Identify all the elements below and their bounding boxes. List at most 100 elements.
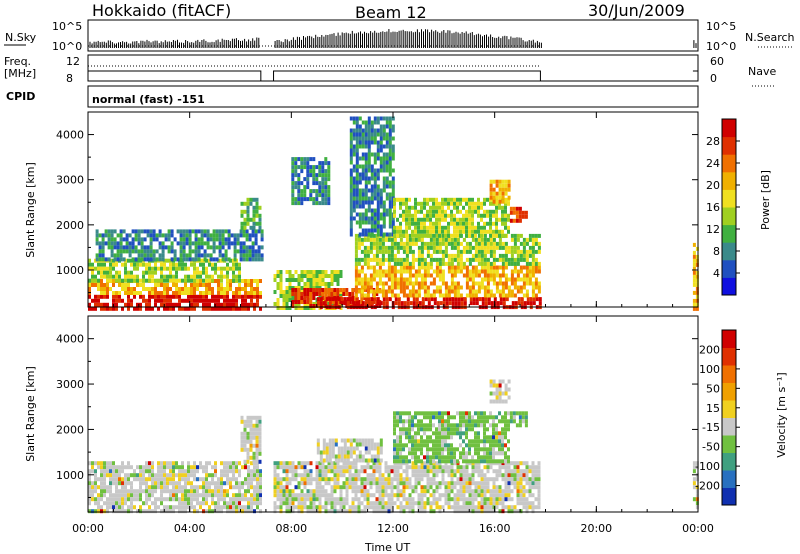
power-cell-r7 <box>517 297 521 302</box>
power-cell-r10 <box>379 168 383 173</box>
power-cell-r9 <box>411 257 415 262</box>
power-cell-r9 <box>354 233 358 238</box>
power-cell-r9 <box>411 249 415 254</box>
power-cell-r9 <box>534 261 538 266</box>
vel-cell-r0 <box>145 461 148 466</box>
power-cell-r11 <box>504 221 507 226</box>
vel-cell-r1 <box>240 435 244 440</box>
power-cell-r8 <box>411 273 415 278</box>
power-cell-r11 <box>453 197 456 202</box>
vel-cell-r0 <box>202 509 205 514</box>
power-cell-r0 <box>100 302 103 307</box>
ytick-label-3000: 3000 <box>56 174 84 187</box>
vel-cell-r2 <box>468 505 472 510</box>
power-cell-r3 <box>143 229 147 234</box>
vel-cell-r0 <box>88 493 91 498</box>
power-cell-r14 <box>324 185 328 190</box>
power-cell-r1 <box>136 291 139 295</box>
power-cell-r8 <box>360 293 364 298</box>
vel-cell-r2 <box>501 501 505 506</box>
vel-cell-r2 <box>525 497 529 502</box>
power-cell-r4 <box>246 213 250 218</box>
power-cell-r4 <box>246 209 250 214</box>
vel-cell-r2 <box>318 477 322 482</box>
power-cell-r7 <box>493 301 497 306</box>
vel-cell-r2 <box>531 473 535 478</box>
power-cell-r10 <box>385 116 389 121</box>
power-cell-r9 <box>393 237 397 242</box>
power-cell-r14 <box>315 177 319 182</box>
vel-cell-r0 <box>250 497 253 502</box>
vel-cell-r2 <box>483 473 487 478</box>
vel-cell-r2 <box>390 465 394 470</box>
nsky-tick-bottom: 10^0 <box>52 40 82 53</box>
power-cell-r8 <box>414 273 418 278</box>
power-cell-r3 <box>185 257 189 262</box>
power-cell-r1 <box>190 291 193 295</box>
vel-cell-r0 <box>160 469 163 474</box>
power-cell-r11 <box>489 201 492 206</box>
vel-cell-r2 <box>369 477 373 482</box>
power-cell-r5 <box>297 282 301 286</box>
power-cell-r10 <box>358 164 362 169</box>
vel-cell-r2 <box>444 493 448 498</box>
power-cell-r7 <box>412 301 416 306</box>
vel-cell-r0 <box>133 497 136 502</box>
power-cell-r8 <box>513 293 517 298</box>
power-cell-r5 <box>303 270 307 274</box>
vel-cell-r2 <box>384 485 388 490</box>
power-cell-r10 <box>358 176 362 181</box>
power-cell-r8 <box>438 265 442 270</box>
vel-cell-r0 <box>205 497 208 502</box>
power-cell-r11 <box>462 213 465 218</box>
power-cell-r9 <box>396 261 400 266</box>
power-cell-r2 <box>148 278 151 283</box>
vel-cell-r0 <box>163 497 166 502</box>
power-cell-r9 <box>381 245 385 250</box>
power-cell-r10 <box>388 192 392 197</box>
power-cell-r14 <box>309 189 313 194</box>
vel-cell-r0 <box>160 485 163 490</box>
vel-cell-r2 <box>522 505 526 510</box>
vel-cell-r0 <box>109 505 112 510</box>
power-cell-r9 <box>516 253 520 258</box>
power-cell-r8 <box>468 289 472 294</box>
power-cell-r3 <box>203 249 207 254</box>
power-cell-r2 <box>160 270 163 275</box>
power-cell-r10 <box>370 136 374 141</box>
vel-cell-r0 <box>94 489 97 494</box>
power-cell-r9 <box>360 257 364 262</box>
power-cell-r3 <box>206 229 210 234</box>
power-cell-r3 <box>185 241 189 246</box>
vel-cell-r2 <box>504 477 508 482</box>
power-cell-r0 <box>94 298 97 303</box>
power-cell-r1 <box>211 287 214 291</box>
power-cell-r8 <box>474 293 478 298</box>
power-cell-r3 <box>119 237 123 242</box>
power-cell-r3 <box>122 249 126 254</box>
vel-cell-r0 <box>106 497 109 502</box>
power-cell-r3 <box>200 253 204 258</box>
vel-cell-r0 <box>250 501 253 506</box>
vel-cell-r2 <box>378 469 382 474</box>
power-cell-r9 <box>411 237 415 242</box>
power-cell-r10 <box>367 180 371 185</box>
vel-cell-r2 <box>501 477 505 482</box>
power-cell-r10 <box>370 232 374 237</box>
vel-cell-r2 <box>336 461 340 466</box>
power-cell-r9 <box>510 249 514 254</box>
power-cell-r7 <box>538 297 542 302</box>
power-cell-r10 <box>367 128 371 133</box>
power-cell-r8 <box>507 285 511 290</box>
power-cell-r0 <box>220 302 223 307</box>
vel-cell-r2 <box>450 505 454 510</box>
power-cell-r6 <box>318 288 322 292</box>
power-cell-r6 <box>291 304 295 308</box>
nave-label: Nave <box>748 65 776 78</box>
vel-cell-r0 <box>226 505 229 510</box>
power-cell-r10 <box>352 192 356 197</box>
vel-cell-r2 <box>519 461 523 466</box>
vel-cell-r0 <box>205 489 208 494</box>
power-cell-r9 <box>459 261 463 266</box>
vel-cell-r2 <box>465 501 469 506</box>
